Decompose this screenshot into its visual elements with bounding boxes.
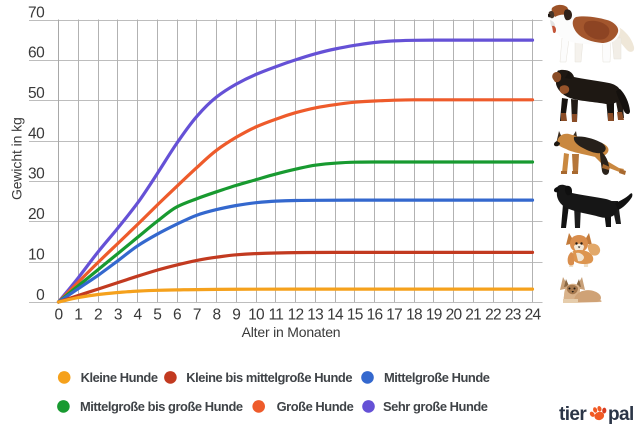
svg-text:18: 18 — [406, 307, 422, 324]
svg-text:2: 2 — [94, 307, 102, 324]
svg-text:60: 60 — [28, 45, 45, 62]
svg-text:3: 3 — [114, 307, 122, 324]
svg-text:30: 30 — [28, 166, 45, 183]
svg-text:23: 23 — [505, 307, 521, 324]
svg-text:12: 12 — [288, 307, 304, 324]
svg-text:11: 11 — [268, 307, 283, 324]
svg-text:Mittelgroße Hunde: Mittelgroße Hunde — [384, 370, 490, 385]
svg-text:9: 9 — [232, 307, 240, 324]
svg-text:pal: pal — [608, 404, 634, 425]
svg-text:20: 20 — [446, 307, 463, 324]
svg-text:50: 50 — [28, 85, 45, 102]
svg-text:Kleine Hunde: Kleine Hunde — [81, 370, 158, 385]
svg-text:21: 21 — [465, 307, 481, 324]
svg-text:16: 16 — [367, 307, 383, 324]
svg-text:10: 10 — [248, 307, 265, 324]
svg-text:40: 40 — [28, 125, 45, 142]
svg-text:Gewicht in kg: Gewicht in kg — [9, 117, 25, 200]
svg-text:14: 14 — [327, 307, 344, 324]
svg-text:0: 0 — [55, 307, 64, 324]
svg-text:Kleine bis mittelgroße Hunde: Kleine bis mittelgroße Hunde — [186, 370, 352, 385]
svg-text:20: 20 — [28, 206, 45, 223]
svg-text:0: 0 — [36, 287, 45, 304]
svg-text:1: 1 — [74, 307, 82, 324]
svg-text:24: 24 — [525, 307, 542, 324]
svg-text:5: 5 — [153, 307, 161, 324]
svg-text:tier: tier — [559, 404, 587, 425]
svg-text:10: 10 — [28, 246, 45, 263]
svg-text:22: 22 — [485, 307, 501, 324]
svg-text:Mittelgroße bis große Hunde: Mittelgroße bis große Hunde — [80, 399, 243, 414]
svg-text:8: 8 — [213, 307, 221, 324]
svg-text:13: 13 — [307, 307, 323, 324]
svg-text:Sehr große Hunde: Sehr große Hunde — [383, 399, 488, 414]
svg-text:70: 70 — [28, 4, 45, 21]
svg-text:6: 6 — [173, 307, 181, 324]
svg-text:19: 19 — [426, 307, 442, 324]
svg-text:4: 4 — [134, 307, 143, 324]
svg-text:15: 15 — [347, 307, 363, 324]
svg-text:7: 7 — [193, 307, 201, 324]
svg-text:Alter in Monaten: Alter in Monaten — [242, 324, 341, 340]
svg-text:Große Hunde: Große Hunde — [277, 399, 354, 414]
svg-text:17: 17 — [386, 307, 402, 324]
